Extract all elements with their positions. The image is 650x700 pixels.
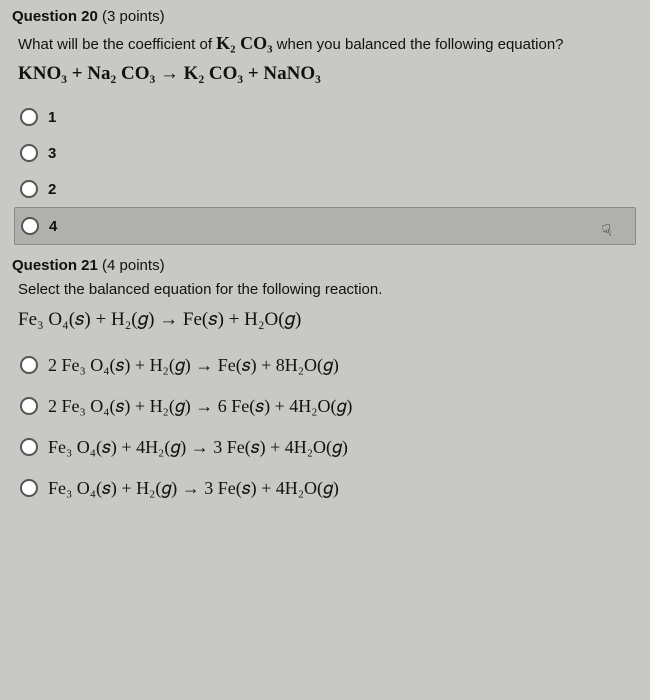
radio-icon[interactable]	[20, 108, 38, 126]
option-label: Fe₃ O₄(𝑠) + H₂(𝑔) → 3 Fe(𝑠) + 4H₂O(𝑔)	[48, 478, 339, 499]
option-label: 1	[48, 109, 56, 126]
option-label: 2 Fe₃ O₄(𝑠) + H₂(𝑔) → 6 Fe(𝑠) + 4H₂O(𝑔)	[48, 396, 352, 417]
question-header: Question 21 (4 points)	[12, 257, 638, 274]
option-label: 4	[49, 218, 57, 235]
radio-icon[interactable]	[20, 144, 38, 162]
radio-icon[interactable]	[20, 397, 38, 415]
radio-icon[interactable]	[20, 438, 38, 456]
option-2[interactable]: 3	[14, 135, 636, 171]
option-label: 3	[48, 145, 56, 162]
options-group: 2 Fe₃ O₄(𝑠) + H₂(𝑔) → Fe(𝑠) + 8H₂O(𝑔) 2 …	[14, 345, 636, 509]
options-group: 1 3 2 4	[14, 99, 636, 245]
prompt-text-post: when you balanced the following equation…	[277, 36, 564, 53]
prompt-text-pre: What will be the coefficient of	[18, 36, 216, 53]
radio-icon[interactable]	[20, 479, 38, 497]
question-prompt: Select the balanced equation for the fol…	[18, 280, 632, 300]
question-points: (3 points)	[102, 8, 165, 25]
question-number: Question 20	[12, 8, 98, 25]
option-label: 2 Fe₃ O₄(𝑠) + H₂(𝑔) → Fe(𝑠) + 8H₂O(𝑔)	[48, 355, 339, 376]
prompt-formula: K₂ CO₃	[216, 33, 272, 53]
option-4[interactable]: Fe₃ O₄(𝑠) + H₂(𝑔) → 3 Fe(𝑠) + 4H₂O(𝑔)	[14, 468, 636, 509]
question-number: Question 21	[12, 257, 98, 274]
radio-icon[interactable]	[21, 217, 39, 235]
radio-icon[interactable]	[20, 356, 38, 374]
option-3[interactable]: 2	[14, 171, 636, 207]
question-header: Question 20 (3 points)	[12, 8, 638, 25]
option-2[interactable]: 2 Fe₃ O₄(𝑠) + H₂(𝑔) → 6 Fe(𝑠) + 4H₂O(𝑔)	[14, 386, 636, 427]
question-points: (4 points)	[102, 257, 165, 274]
option-3[interactable]: Fe₃ O₄(𝑠) + 4H₂(𝑔) → 3 Fe(𝑠) + 4H₂O(𝑔)	[14, 427, 636, 468]
option-label: 2	[48, 181, 56, 198]
option-label: Fe₃ O₄(𝑠) + 4H₂(𝑔) → 3 Fe(𝑠) + 4H₂O(𝑔)	[48, 437, 348, 458]
question-equation: KNO₃ + Na₂ CO₃ → K₂ CO₃ + NaNO₃	[18, 63, 632, 85]
option-4[interactable]: 4	[14, 207, 636, 245]
option-1[interactable]: 2 Fe₃ O₄(𝑠) + H₂(𝑔) → Fe(𝑠) + 8H₂O(𝑔)	[14, 345, 636, 386]
option-1[interactable]: 1	[14, 99, 636, 135]
question-equation: Fe₃ O₄(𝑠) + H₂(𝑔) → Fe(𝑠) + H₂O(𝑔)	[18, 309, 632, 331]
question-20: Question 20 (3 points) What will be the …	[12, 8, 638, 245]
question-21: Question 21 (4 points) Select the balanc…	[12, 257, 638, 508]
question-prompt: What will be the coefficient of K₂ CO₃ w…	[18, 31, 632, 55]
radio-icon[interactable]	[20, 180, 38, 198]
